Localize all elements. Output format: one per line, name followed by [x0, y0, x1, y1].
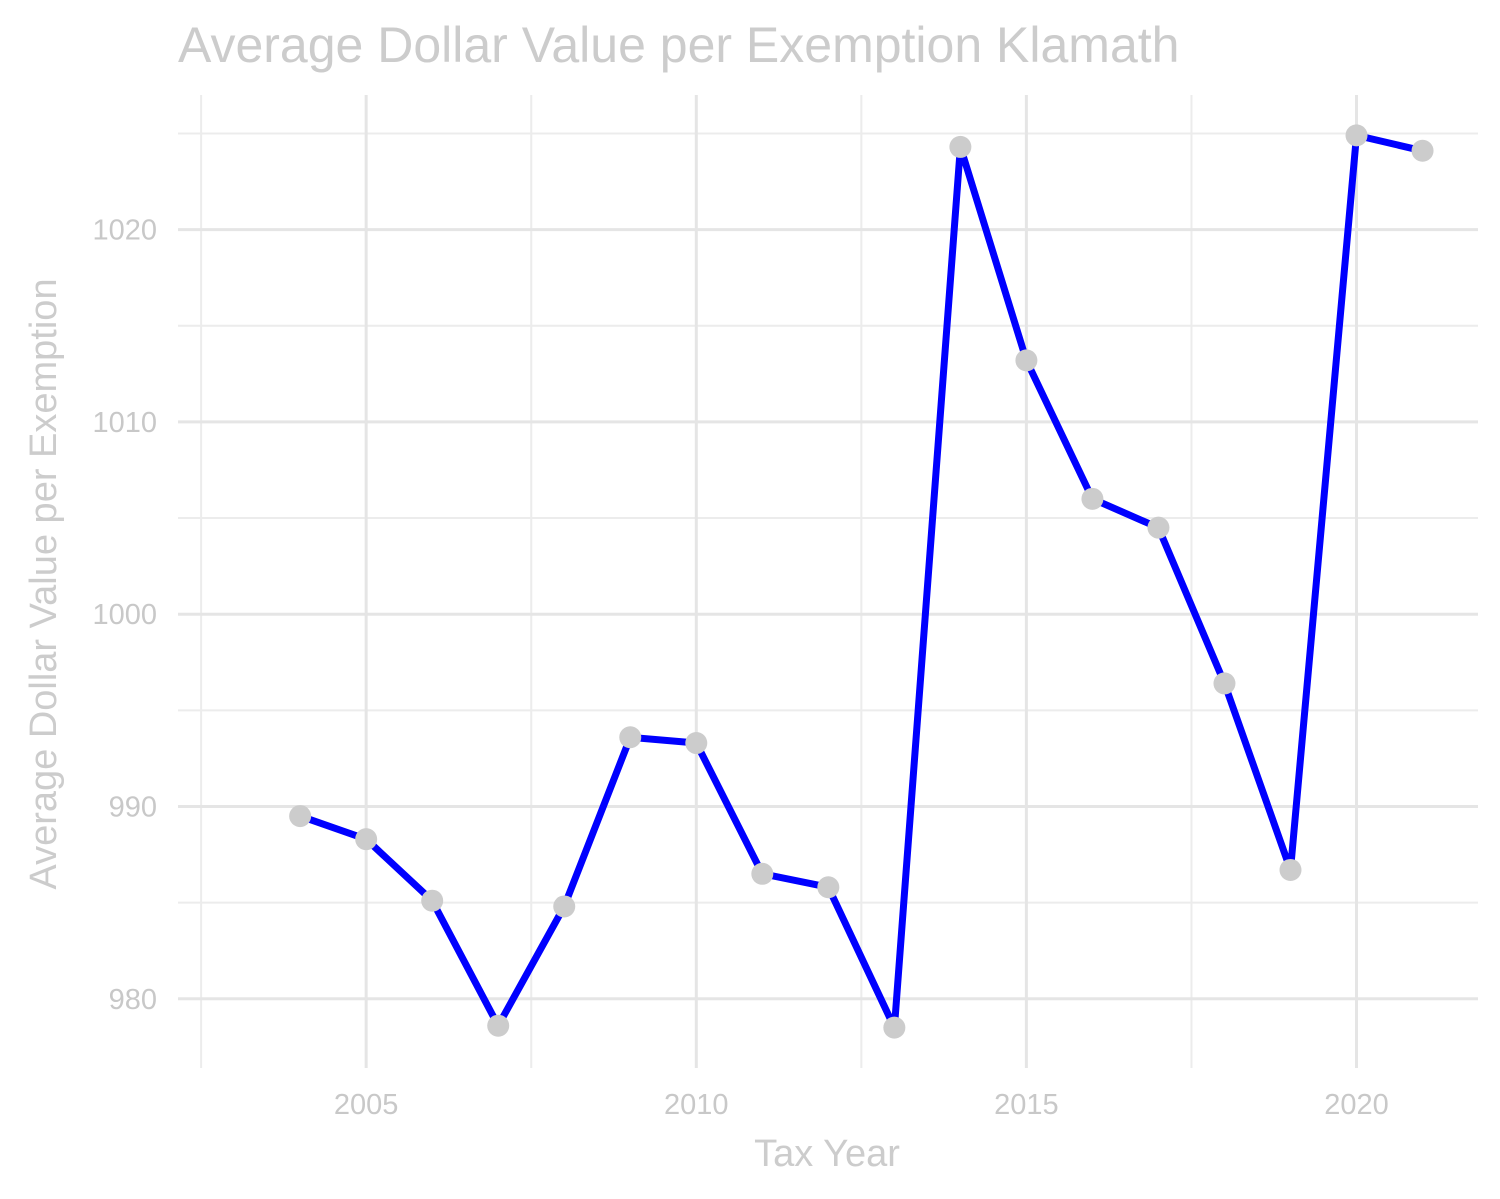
data-point — [553, 895, 576, 918]
y-tick-label: 990 — [109, 791, 157, 823]
data-point — [355, 828, 378, 851]
data-points — [289, 124, 1434, 1039]
data-point — [1213, 672, 1236, 695]
data-point — [1345, 124, 1368, 147]
y-axis-title: Average Dollar Value per Exemption — [23, 278, 65, 889]
data-point — [751, 862, 774, 885]
data-point — [1081, 487, 1104, 510]
data-point — [421, 889, 444, 912]
x-axis-title: Tax Year — [754, 1133, 900, 1175]
major-gridlines — [178, 95, 1478, 1068]
y-tick-label: 1000 — [92, 599, 157, 631]
y-tick-label: 980 — [109, 984, 157, 1016]
data-point — [487, 1014, 510, 1037]
data-point — [883, 1016, 906, 1039]
x-tick-label: 2020 — [1324, 1089, 1389, 1121]
y-tick-label: 1010 — [92, 407, 157, 439]
data-point — [1147, 516, 1170, 539]
x-tick-label: 2005 — [334, 1089, 399, 1121]
series-layer — [298, 131, 1424, 1032]
x-tick-label: 2010 — [664, 1089, 729, 1121]
minor-gridlines — [178, 95, 1478, 1068]
x-tick-label: 2015 — [994, 1089, 1059, 1121]
data-point — [619, 726, 642, 749]
y-axis-tick-labels: 980 990 1000 1010 1020 — [92, 215, 157, 1016]
data-point — [1411, 139, 1434, 162]
data-point — [817, 876, 840, 899]
data-point — [1279, 858, 1302, 881]
chart-title: Average Dollar Value per Exemption Klama… — [178, 17, 1179, 73]
y-tick-label: 1020 — [92, 215, 157, 247]
data-point — [1015, 349, 1038, 372]
data-point — [949, 135, 972, 158]
data-point — [685, 732, 708, 755]
series-line — [298, 131, 1424, 1032]
x-axis-tick-labels: 2005 2010 2015 2020 — [334, 1089, 1389, 1121]
data-point — [289, 805, 312, 828]
